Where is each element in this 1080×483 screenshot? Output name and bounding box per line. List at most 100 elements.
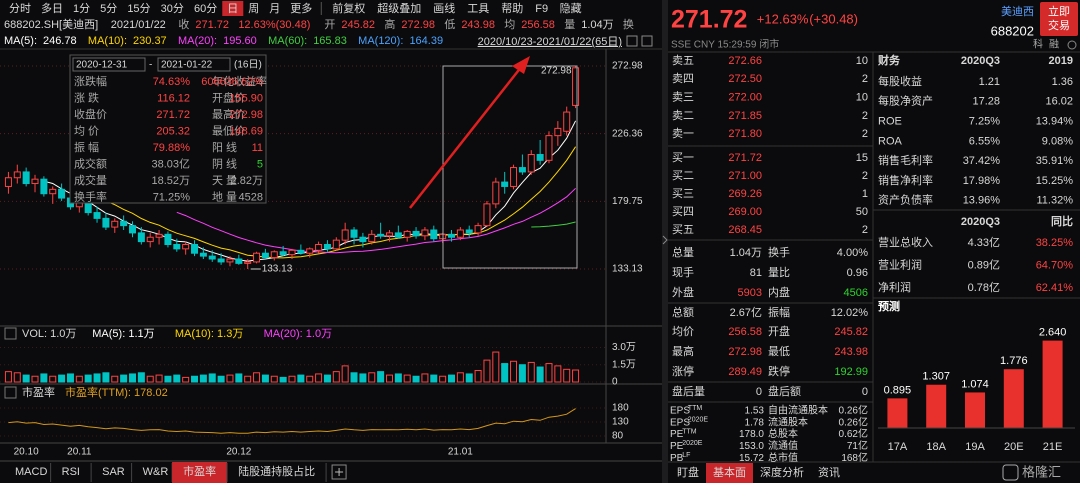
eps-sub: LF — [682, 452, 690, 459]
eps-value: 1.53 — [745, 406, 765, 417]
order-volume: 10 — [856, 92, 868, 104]
period-button[interactable]: 30分 — [161, 2, 184, 15]
app-tab[interactable]: 资讯 — [818, 466, 840, 479]
indicator-tab[interactable]: SAR — [102, 466, 125, 478]
indicator-tab[interactable]: W&R — [143, 466, 169, 478]
period-button[interactable]: 15分 — [127, 2, 150, 15]
trade-button[interactable] — [1040, 2, 1078, 36]
tool-button[interactable]: 超级叠加 — [377, 1, 421, 15]
order-label: 卖三 — [672, 91, 694, 104]
tool-button[interactable]: 画线 — [433, 1, 455, 15]
candle-body — [465, 229, 473, 234]
period-button[interactable]: 1分 — [73, 2, 90, 15]
order-volume: 1 — [862, 188, 868, 200]
candle-body — [235, 258, 243, 264]
period-button[interactable]: 5分 — [100, 2, 117, 15]
change: +12.63% — [757, 11, 809, 26]
stat-value: 2.82万 — [231, 175, 263, 187]
app-tab[interactable]: 深度分析 — [760, 465, 804, 479]
period-button[interactable]: 月 — [269, 3, 280, 15]
candle-body — [448, 233, 456, 238]
volume-bar — [572, 369, 580, 383]
finance-label: 销售毛利率 — [878, 153, 933, 167]
eps-value: 71亿 — [847, 439, 868, 452]
stat-value: 81 — [750, 267, 762, 279]
period-button[interactable]: 分时 — [9, 2, 31, 15]
eps-label: 流通股本 — [768, 415, 808, 428]
x-tick-label: 21.01 — [448, 447, 473, 458]
period-button[interactable]: 更多 — [290, 1, 312, 15]
period-button[interactable]: 多日 — [41, 1, 63, 15]
ma-value: 164.39 — [409, 35, 443, 47]
eps-sub: 2020E — [682, 440, 703, 447]
tool-button[interactable]: 帮助 — [501, 1, 523, 15]
quote-info: 245.82 — [341, 19, 375, 31]
volume-bar — [58, 374, 66, 383]
period-button[interactable]: 周 — [248, 2, 259, 15]
x-tick-label: 17A — [888, 441, 908, 453]
candle-body — [315, 244, 323, 251]
x-tick-label: 20.11 — [67, 447, 92, 458]
logo — [1002, 464, 1019, 481]
app-tab[interactable]: 盯盘 — [677, 465, 699, 479]
ma-line — [87, 146, 577, 259]
volume-bar — [536, 366, 544, 383]
stat-value: 192.99 — [834, 366, 868, 378]
candle-body — [306, 248, 314, 254]
stat-label: 振幅 — [768, 305, 790, 319]
candle-body — [279, 251, 287, 256]
date-range[interactable]: 2020/10/23-2021/01/22(65日) — [478, 36, 622, 48]
finance-label: 净利润 — [878, 280, 911, 294]
collapse-arrow[interactable] — [662, 235, 668, 245]
help-icon — [4, 327, 17, 340]
volume-bar — [465, 373, 473, 383]
volume-bar — [448, 374, 456, 383]
order-label: 买一 — [672, 151, 694, 164]
candle-body — [199, 252, 207, 257]
finance-value: 38.25% — [1036, 237, 1074, 249]
stat-label: 外盘 — [672, 285, 694, 299]
stat-label: 涨跌幅 — [74, 74, 107, 88]
app-tab[interactable]: 基本面 — [713, 465, 746, 479]
candle-body — [385, 232, 393, 237]
indicator-tab[interactable]: RSI — [62, 466, 80, 478]
stat-value: 148.69 — [229, 125, 263, 137]
eps-value: 0.26亿 — [839, 404, 868, 417]
candle-body — [403, 230, 411, 238]
candle-body — [394, 232, 402, 238]
candle-body — [536, 154, 544, 161]
eps-label: 总市值 — [768, 451, 798, 464]
tool-button[interactable]: 隐藏 — [560, 2, 582, 15]
eps-value: 153.0 — [739, 441, 764, 452]
volume-bar — [253, 372, 261, 383]
tool-button[interactable]: 前复权 — [332, 1, 365, 15]
quote-info: 243.98 — [461, 19, 495, 31]
tool-button[interactable]: 工具 — [467, 2, 489, 15]
candle-body — [164, 233, 172, 246]
add-tab[interactable] — [331, 464, 347, 480]
candle-body — [217, 258, 225, 263]
period-button[interactable]: 60分 — [194, 2, 217, 15]
volume-bar — [306, 375, 314, 383]
panel-header: MA(10): 1.3万 — [175, 328, 243, 340]
tool-button[interactable]: F9 — [535, 3, 548, 15]
indicator-tab[interactable]: 市盈率 — [183, 464, 216, 478]
period-button[interactable]: 日 — [227, 3, 238, 15]
ma-label: MA(120): — [358, 35, 403, 47]
bar — [887, 398, 908, 428]
volume-bar — [315, 373, 323, 383]
annotation: 272.98 — [541, 66, 572, 77]
volume-bar — [439, 375, 447, 383]
annotation: 133.13 — [262, 264, 293, 275]
candle-body — [173, 244, 181, 250]
date-end[interactable]: 2021-01-22 — [161, 60, 213, 71]
candle-body — [554, 127, 562, 137]
arrow-shaft — [409, 65, 523, 209]
indicator-tab[interactable]: 陆股通持股占比 — [238, 464, 315, 478]
finance-value: 37.42% — [963, 155, 1001, 167]
volume-bar — [164, 375, 172, 383]
volume-bar — [421, 373, 429, 383]
ma-label: MA(5): — [4, 35, 37, 47]
indicator-tab[interactable]: MACD — [15, 466, 47, 478]
date-start[interactable]: 2020-12-31 — [76, 60, 128, 71]
